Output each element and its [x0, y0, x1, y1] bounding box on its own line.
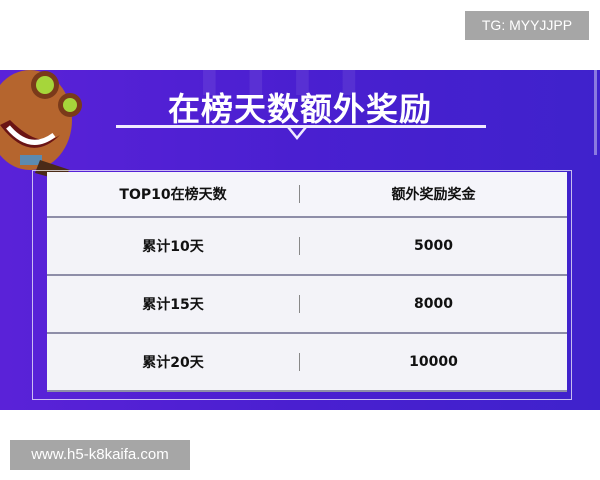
title-underline — [116, 125, 486, 128]
table-row: 累计20天 10000 — [47, 334, 567, 392]
header-days: TOP10在榜天数 — [119, 187, 227, 203]
column-divider — [299, 237, 300, 255]
cell-days: 累计10天 — [142, 239, 204, 255]
cell-days: 累计15天 — [142, 297, 204, 313]
column-divider — [299, 185, 300, 203]
table-row: 累计10天 5000 — [47, 218, 567, 276]
banner-title: 在榜天数额外奖励 — [167, 90, 432, 128]
watermark-tg: TG: MYYJJPP — [465, 11, 589, 40]
cell-days: 累计20天 — [142, 355, 204, 371]
cell-bonus: 8000 — [414, 296, 453, 312]
reward-table: TOP10在榜天数 额外奖励奖金 累计10天 5000 累计15天 8000 累… — [47, 172, 567, 392]
watermark-url: www.h5-k8kaifa.com — [10, 440, 190, 470]
chevron-down-icon — [287, 126, 307, 140]
table-frame — [32, 170, 572, 400]
column-divider — [299, 295, 300, 313]
reward-banner: ▮ ▮ ▮ ▮ 在榜天数额外奖励 TOP10在榜天数 额外奖励奖金 累计10天 … — [0, 70, 600, 410]
scrollbar[interactable] — [594, 70, 597, 155]
table-header: TOP10在榜天数 额外奖励奖金 — [47, 172, 567, 218]
table-row: 累计15天 8000 — [47, 276, 567, 334]
column-divider — [299, 353, 300, 371]
cell-bonus: 5000 — [414, 238, 453, 254]
header-bonus: 额外奖励奖金 — [391, 187, 476, 203]
cell-bonus: 10000 — [409, 354, 458, 370]
background-decoration: ▮ ▮ ▮ ▮ — [200, 70, 367, 100]
